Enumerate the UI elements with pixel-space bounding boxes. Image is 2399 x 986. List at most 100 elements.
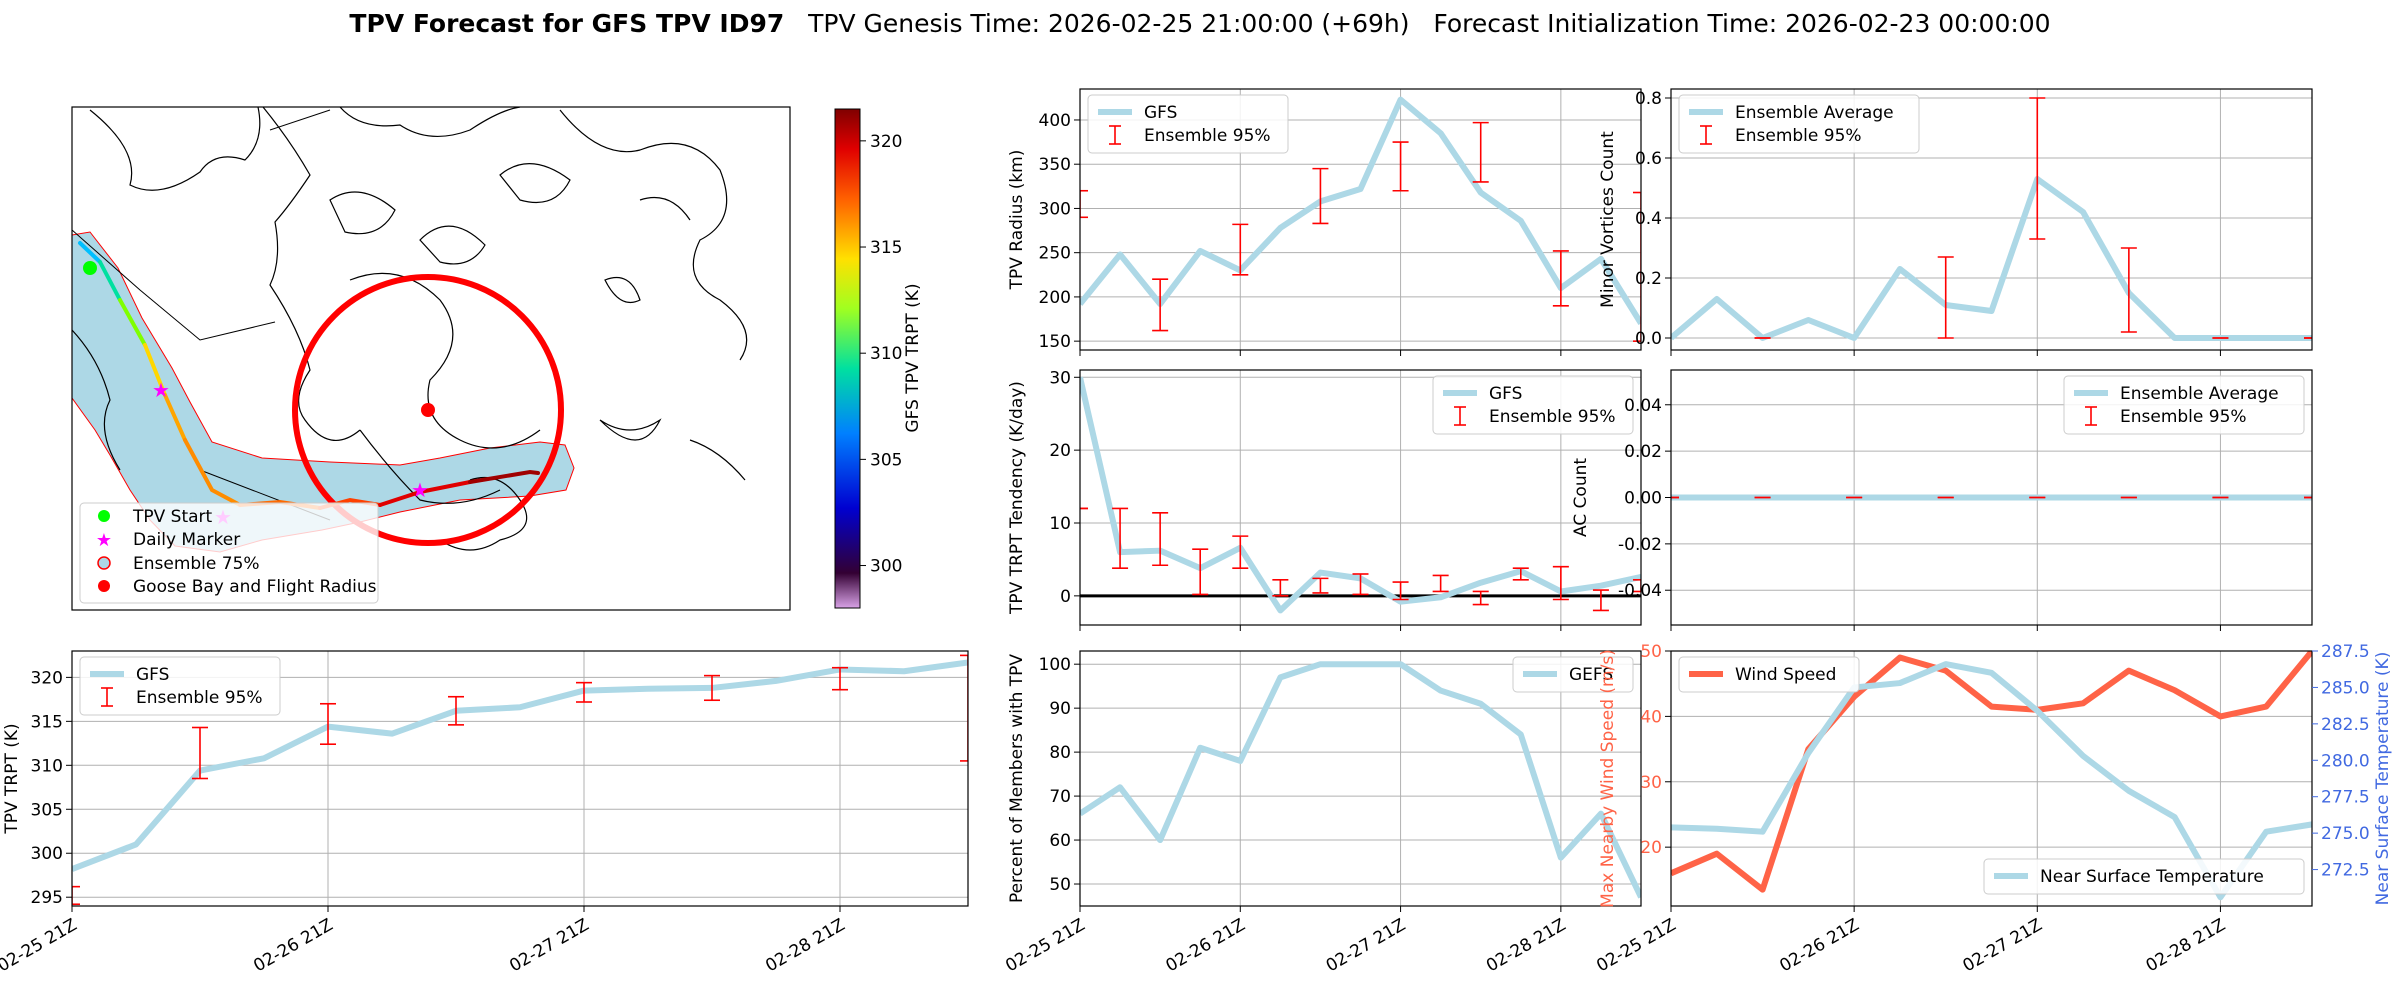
x-tick-label: 02-25 21Z bbox=[0, 915, 81, 976]
errorbar bbox=[1392, 581, 1409, 601]
x-tick-label: 02-27 21Z bbox=[506, 915, 592, 976]
flight-radius-circle bbox=[292, 274, 564, 546]
colorbar-gradient bbox=[834, 108, 861, 609]
x-tick-label: 02-26 21Z bbox=[1162, 915, 1248, 976]
errorbar bbox=[1192, 548, 1209, 596]
errorbar bbox=[2029, 97, 2046, 240]
title-init: Forecast Initialization Time: 2026-02-23… bbox=[1433, 9, 2050, 38]
axes-frame bbox=[1079, 88, 1642, 351]
legend-label: GFS bbox=[1144, 103, 1177, 123]
legend-frame bbox=[79, 656, 281, 716]
legend-frame bbox=[1512, 656, 1634, 693]
y-tick-label: 300 bbox=[1039, 199, 1071, 219]
errorbar bbox=[1472, 121, 1489, 183]
errorbar bbox=[320, 702, 336, 746]
y-tick-label: 305 bbox=[31, 800, 63, 820]
legend-frame bbox=[1678, 94, 1920, 154]
errorbar bbox=[832, 666, 848, 691]
legend-label: Ensemble 95% bbox=[136, 688, 263, 708]
colorbar-tick-label: 305 bbox=[870, 450, 902, 470]
series-line-gfs bbox=[72, 659, 968, 872]
map-frame bbox=[71, 106, 791, 611]
colorbar-label: GFS TPV TRPT (K) bbox=[903, 283, 923, 432]
x-tick-label: 02-28 21Z bbox=[2143, 915, 2229, 976]
daily-marker-3: ★ bbox=[411, 478, 429, 502]
y-tick-label: 50 bbox=[1640, 642, 1662, 662]
errorbar bbox=[72, 885, 80, 906]
series-line-wind-speed bbox=[1671, 651, 2312, 893]
y-tick-label: 20 bbox=[1049, 441, 1071, 461]
errorbar bbox=[576, 681, 592, 703]
series-line-gfs bbox=[1080, 96, 1641, 326]
errorbar bbox=[1112, 507, 1129, 569]
plot-area bbox=[1080, 96, 1641, 342]
y-tick-label: 100 bbox=[1039, 655, 1071, 675]
chart-minor: 0.0 0.2 0.4 0.6 0.8 Minor Vortices Count Ensem… bbox=[1598, 88, 2313, 356]
legend: Ensemble Average Ensemble 95% bbox=[1678, 94, 1920, 154]
legend: Near Surface Temperature bbox=[1983, 858, 2305, 895]
legend: GEFS bbox=[1512, 656, 1634, 693]
errorbar bbox=[1552, 250, 1569, 307]
x-tick-label: 02-26 21Z bbox=[250, 915, 336, 976]
colorbar: 300 305 310 315 320 GFS TPV TRPT (K) bbox=[834, 108, 923, 609]
legend-tpv-start-icon bbox=[98, 510, 110, 522]
errorbar bbox=[1152, 511, 1169, 567]
y-right-tick-label: 282.5 bbox=[2321, 715, 2370, 735]
errorbar bbox=[1937, 256, 1954, 339]
plot-area bbox=[1080, 661, 1641, 899]
y-tick-label: 295 bbox=[31, 888, 63, 908]
axes-frame bbox=[1079, 650, 1642, 907]
y-tick-label: 0.6 bbox=[1635, 149, 1662, 169]
map-legend-label-1: Daily Marker bbox=[133, 530, 240, 550]
errorbar bbox=[1592, 589, 1609, 612]
y-right-tick-label: 272.5 bbox=[2321, 861, 2370, 881]
x-tick-label: 02-27 21Z bbox=[1959, 915, 2045, 976]
y-axis-label: TPV Radius (km) bbox=[1007, 150, 1027, 291]
chart-percent: 50 60 70 80 90 100 02-25 21Z 02-26 21Z 02-27 21Z… bbox=[1002, 650, 1642, 976]
axes-frame bbox=[1670, 650, 2313, 907]
y-right-tick-label: 275.0 bbox=[2321, 824, 2370, 844]
y-tick-label: 315 bbox=[31, 712, 63, 732]
legend-label: Ensemble Average bbox=[2120, 384, 2279, 404]
legend-label: Ensemble 95% bbox=[1144, 126, 1271, 146]
legend-label: Ensemble 95% bbox=[2120, 407, 2247, 427]
goose-bay-marker bbox=[421, 403, 435, 417]
y-tick-label: 200 bbox=[1039, 288, 1071, 308]
errorbar bbox=[1512, 567, 1529, 581]
legend: GFS Ensemble 95% bbox=[79, 656, 281, 716]
y-tick-label: 350 bbox=[1039, 155, 1071, 175]
x-tick-label: 02-25 21Z bbox=[1002, 915, 1088, 976]
colorbar-tick-label: 315 bbox=[870, 238, 902, 258]
y-tick-label: 0 bbox=[1060, 587, 1071, 607]
map-legend-label-0: TPV Start bbox=[132, 507, 213, 527]
y-tick-label: 0.8 bbox=[1635, 89, 1662, 109]
legend: GFS Ensemble 95% bbox=[1432, 375, 1634, 435]
errorbar bbox=[1232, 535, 1249, 569]
legend: Wind Speed bbox=[1678, 656, 1860, 693]
y-tick-label: 400 bbox=[1039, 111, 1071, 131]
errorbar bbox=[2120, 247, 2137, 333]
x-tick-label: 02-27 21Z bbox=[1323, 915, 1409, 976]
legend-frame bbox=[1983, 858, 2305, 895]
y-tick-label: 10 bbox=[1049, 514, 1071, 534]
legend-label: Near Surface Temperature bbox=[2040, 867, 2264, 887]
y-tick-label: 0.04 bbox=[1624, 396, 1662, 416]
y-right-axis-label: Near Surface Temperature (K) bbox=[2373, 652, 2393, 906]
y-axis-label: Percent of Members with TPV bbox=[1007, 654, 1027, 903]
errorbar bbox=[1152, 278, 1169, 332]
errorbar bbox=[192, 726, 208, 780]
title-genesis: TPV Genesis Time: 2026-02-25 21:00:00 (+… bbox=[807, 9, 1409, 38]
chart-trpt: 295 300 305 310 315 320 02-25 21Z 02-26 21Z 02-2… bbox=[0, 650, 969, 976]
y-tick-label: 300 bbox=[31, 844, 63, 864]
series-line-gefs bbox=[1080, 661, 1641, 899]
errorbar bbox=[1633, 579, 1641, 593]
y-tick-label: 0.2 bbox=[1635, 269, 1662, 289]
y-tick-label: 60 bbox=[1049, 831, 1071, 851]
y-right-tick-label: 277.5 bbox=[2321, 788, 2370, 808]
legend-label: Ensemble 95% bbox=[1735, 126, 1862, 146]
y-tick-label: 320 bbox=[31, 668, 63, 688]
chart-radius: 150 200 250 300 350 400 TPV Radius (km) GFS Ense… bbox=[1007, 88, 1642, 356]
y-tick-label: 150 bbox=[1039, 332, 1071, 352]
map-panel: ★ ★ ★ TPV Start ★ Daily Marker Ensemble … bbox=[71, 106, 923, 611]
